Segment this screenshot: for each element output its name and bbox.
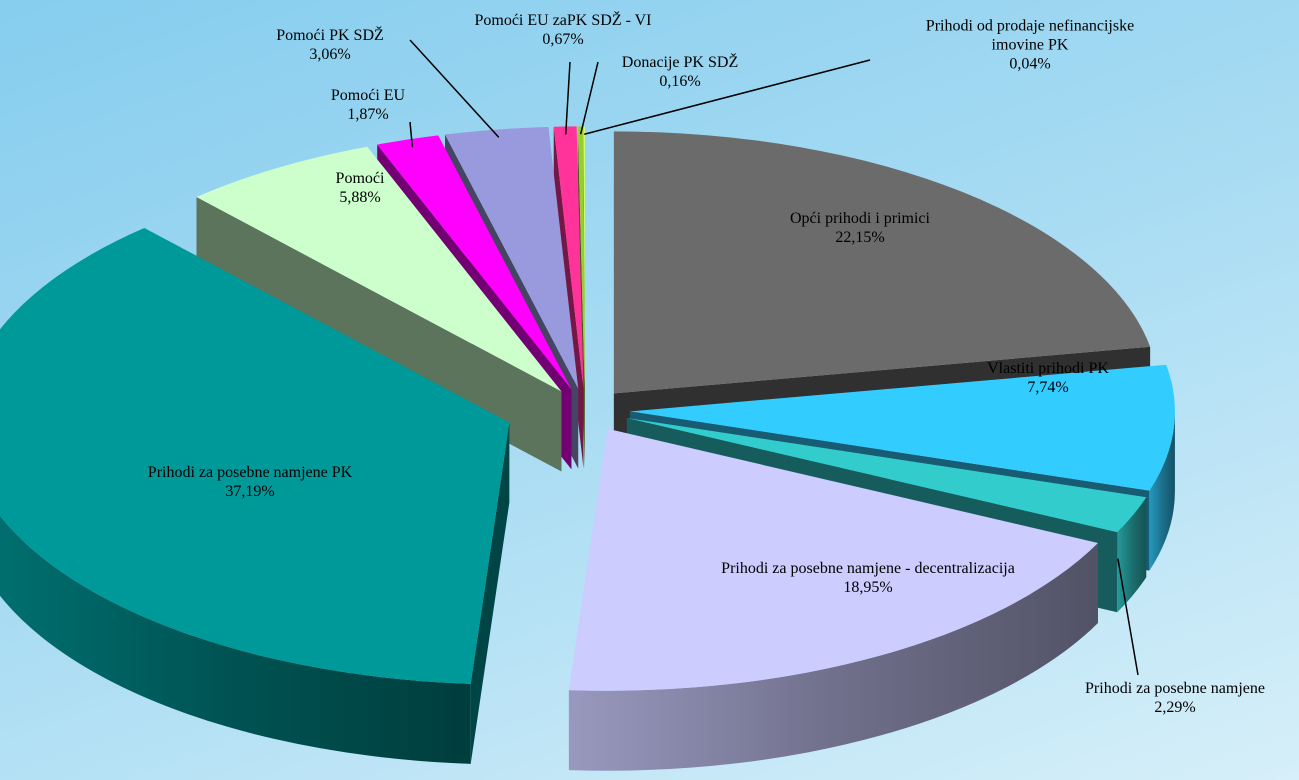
data-label: Opći prihodi i primici 22,15% xyxy=(740,209,980,247)
slice-side xyxy=(0,515,471,764)
data-label: Pomoći 5,88% xyxy=(300,169,420,207)
slice xyxy=(577,126,585,389)
slice-name: Prihodi za posebne namjene PK xyxy=(147,464,353,481)
slice xyxy=(196,146,562,392)
data-label: Prihodi za posebne namjene - decentraliz… xyxy=(718,559,1018,597)
data-label: Pomoći PK SDŽ 3,06% xyxy=(230,26,430,64)
slice xyxy=(553,126,584,389)
slice-name: Donacije PK SDŽ xyxy=(621,54,739,71)
slice-side xyxy=(1117,497,1147,613)
data-label: Prihodi za posebne namjene PK 37,19% xyxy=(140,463,360,501)
slice-name: Prihodi za posebne namjene - decentraliz… xyxy=(721,560,1015,577)
slice-value: 2,29% xyxy=(1154,699,1196,716)
slice-name: Pomoći PK SDŽ xyxy=(276,27,384,44)
slice-value: 18,95% xyxy=(843,579,893,596)
slice-value: 5,88% xyxy=(339,189,381,206)
slice-value: 1,87% xyxy=(347,106,389,123)
leader-line xyxy=(584,59,871,135)
slice-name: Pomoći xyxy=(335,170,385,187)
slice-name: Pomoći EU zaPK SDŽ - VI xyxy=(474,12,652,29)
data-label: Prihodi od prodaje nefinancijske imovine… xyxy=(900,17,1160,74)
slice xyxy=(445,127,579,389)
slice-value: 0,04% xyxy=(1009,55,1051,73)
slice xyxy=(0,227,510,684)
slice xyxy=(568,428,1099,691)
slice-value: 37,19% xyxy=(225,483,275,500)
slice-side xyxy=(1149,411,1175,571)
leader-line xyxy=(1117,558,1139,676)
slice-name: Prihodi za posebne namjene xyxy=(1085,680,1265,697)
data-label: Pomoći EU zaPK SDŽ - VI 0,67% xyxy=(433,11,693,49)
data-label: Donacije PK SDŽ 0,16% xyxy=(580,53,780,91)
leader-line xyxy=(409,121,414,148)
data-label: Prihodi za posebne namjene 2,29% xyxy=(1045,679,1299,717)
slice-name: Pomoći EU xyxy=(330,87,406,104)
leader-line xyxy=(409,39,500,138)
data-label: Vlastiti prihodi PK 7,74% xyxy=(948,359,1148,397)
leader-line xyxy=(564,61,571,135)
slice-cut-face xyxy=(470,422,510,764)
slice-side xyxy=(568,542,1099,771)
slice xyxy=(377,135,572,390)
slice xyxy=(613,131,1151,394)
slice-value: 0,67% xyxy=(542,31,584,48)
leader-line xyxy=(579,61,599,135)
slice-name: Prihodi od prodaje nefinancijske imovine… xyxy=(925,17,1135,54)
slice xyxy=(583,126,585,389)
slice xyxy=(629,364,1175,491)
slice-name: Vlastiti prihodi PK xyxy=(987,360,1109,377)
slice xyxy=(626,418,1147,533)
slice-name: Opći prihodi i primici xyxy=(790,210,930,227)
data-label: Pomoći EU 1,87% xyxy=(308,86,428,124)
slice-value: 22,15% xyxy=(835,229,885,246)
slice-value: 7,74% xyxy=(1027,379,1069,396)
slice-value: 3,06% xyxy=(309,46,351,63)
slice-value: 0,16% xyxy=(659,73,701,90)
